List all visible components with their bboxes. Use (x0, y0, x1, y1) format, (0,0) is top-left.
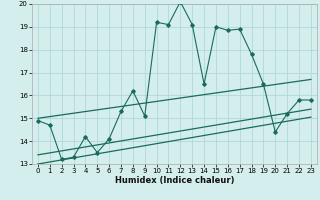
X-axis label: Humidex (Indice chaleur): Humidex (Indice chaleur) (115, 176, 234, 185)
